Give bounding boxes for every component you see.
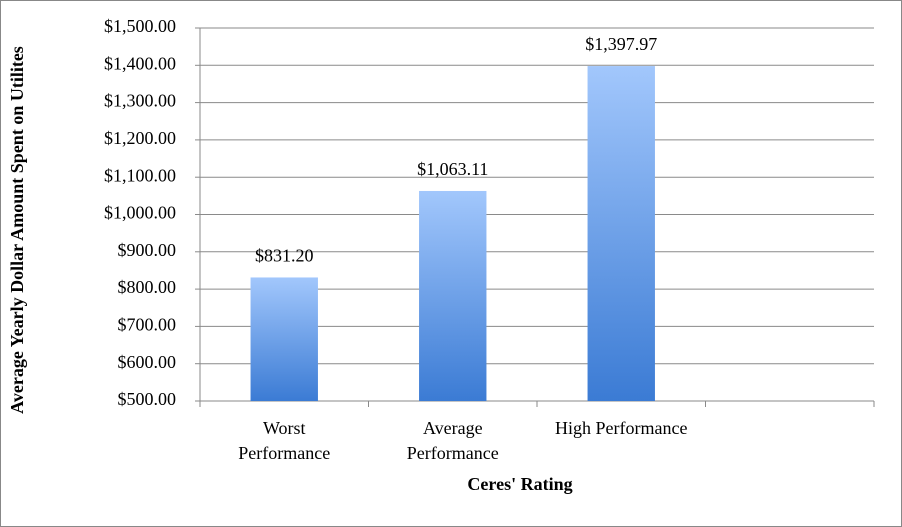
y-tick-label: $500.00 (118, 389, 177, 409)
y-tick-label: $1,200.00 (104, 128, 176, 148)
y-tick-label: $800.00 (118, 277, 177, 297)
data-label: $1,063.11 (417, 159, 488, 179)
x-axis-title: Ceres' Rating (467, 474, 572, 494)
x-tick-label-box: Average Performance (406, 418, 499, 463)
x-tick-label: High Performance (555, 418, 688, 438)
x-tick-label-box: Worst Performance (238, 418, 331, 463)
bar (250, 277, 318, 401)
y-axis-title-box: Average Yearly Dollar Amount Spent on Ut… (7, 46, 27, 414)
x-tick-label: Average Performance (406, 418, 499, 463)
y-tick-label: $1,500.00 (104, 16, 176, 36)
y-tick-label: $1,000.00 (104, 203, 176, 223)
data-label: $1,397.97 (585, 34, 657, 54)
y-tick-label: $900.00 (118, 240, 177, 260)
y-axis-title: Average Yearly Dollar Amount Spent on Ut… (7, 46, 27, 414)
bar (587, 66, 655, 401)
y-tick-label: $700.00 (118, 315, 177, 335)
y-tick-label: $1,300.00 (104, 91, 176, 111)
y-tick-label: $600.00 (118, 352, 177, 372)
y-tick-label: $1,100.00 (104, 165, 176, 185)
y-tick-label: $1,400.00 (104, 53, 176, 73)
x-tick-label: Worst Performance (238, 418, 331, 463)
x-tick-label-box: High Performance (555, 418, 688, 438)
bar (419, 190, 487, 401)
data-label: $831.20 (255, 246, 314, 266)
